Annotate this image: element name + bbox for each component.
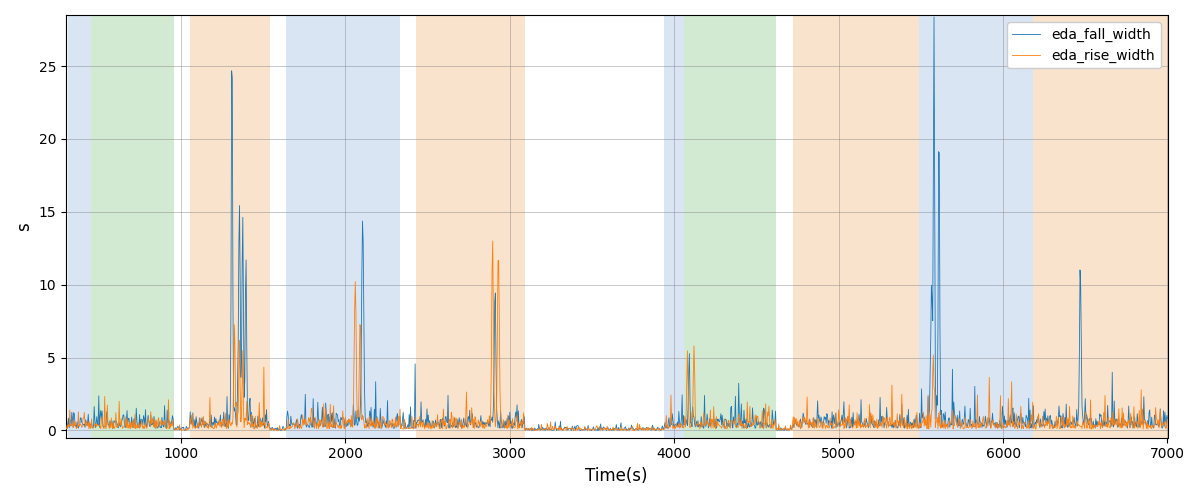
Bar [793, 15, 919, 438]
Legend: eda_fall_width, eda_rise_width: eda_fall_width, eda_rise_width [1007, 22, 1160, 68]
eda_fall_width [1160, 416, 1175, 422]
eda_rise_width [486, 238, 500, 244]
Bar [684, 15, 776, 438]
eda_rise_width [134, 421, 149, 427]
X-axis label: Time(s): Time(s) [586, 467, 648, 485]
eda_rise_width [412, 420, 426, 426]
eda_rise_width [648, 428, 662, 434]
Line: eda_rise_width: eda_rise_width [66, 241, 1168, 430]
Line: eda_fall_width: eda_fall_width [66, 17, 1168, 430]
eda_rise_width [518, 426, 533, 432]
Bar [665, 15, 684, 438]
Bar [67, 15, 90, 438]
Bar [90, 15, 174, 438]
eda_fall_width [599, 428, 613, 434]
eda_fall_width [59, 422, 73, 428]
eda_fall_width [412, 416, 426, 422]
eda_fall_width [134, 417, 149, 423]
eda_fall_width [517, 426, 532, 432]
eda_rise_width [96, 424, 110, 430]
eda_rise_width [1160, 417, 1175, 423]
eda_rise_width [378, 420, 392, 426]
eda_rise_width [59, 422, 73, 428]
eda_fall_width [1025, 425, 1039, 431]
Bar [919, 15, 1033, 438]
Bar [1033, 15, 1168, 438]
Bar [190, 15, 270, 438]
eda_fall_width [96, 424, 110, 430]
Bar [287, 15, 400, 438]
eda_fall_width [378, 424, 392, 430]
Bar [416, 15, 524, 438]
eda_rise_width [1025, 418, 1039, 424]
eda_fall_width [926, 14, 941, 20]
Y-axis label: s: s [16, 222, 34, 230]
